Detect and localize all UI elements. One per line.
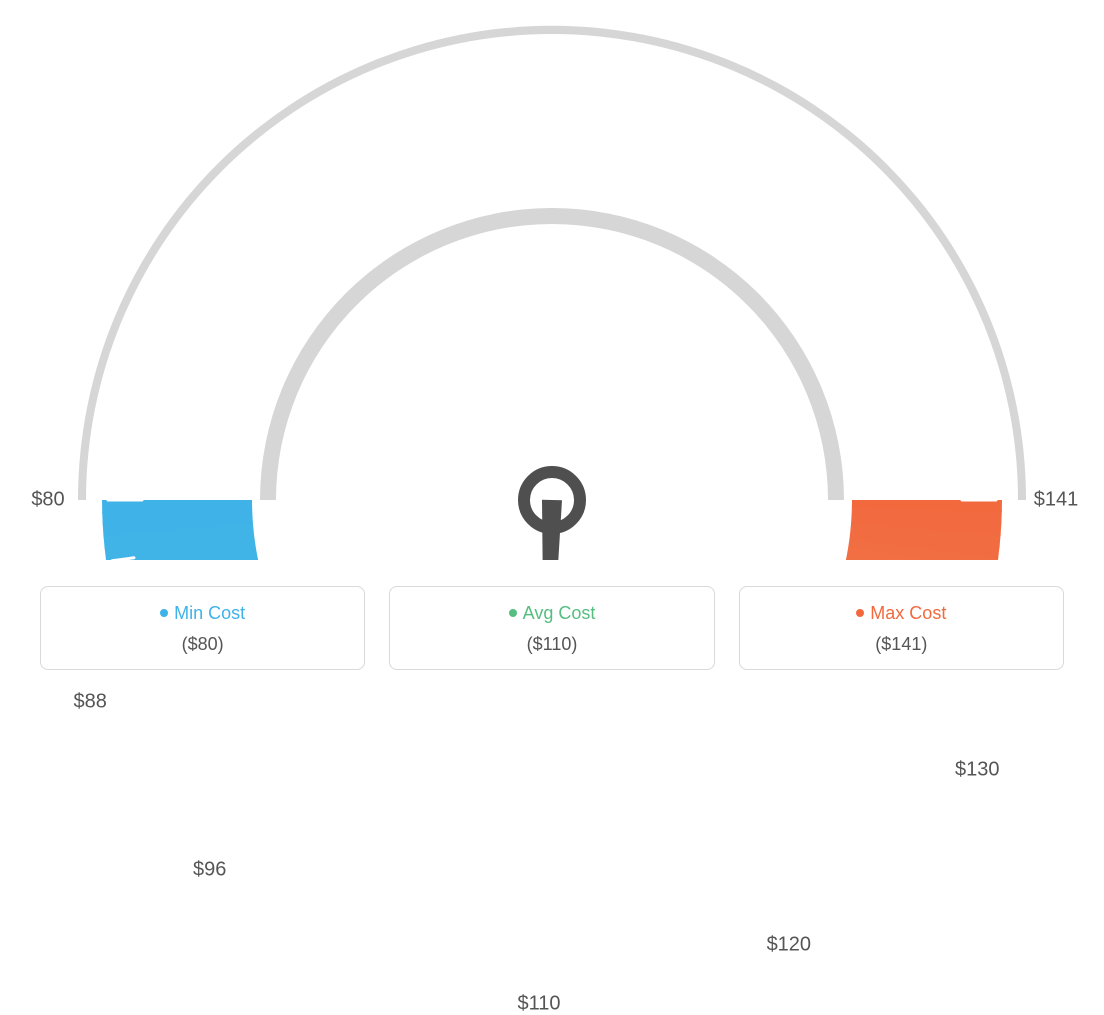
gauge-tick-label: $130 (955, 759, 1000, 782)
legend-title-avg: Avg Cost (400, 603, 703, 624)
legend-card-avg: Avg Cost ($110) (389, 586, 714, 670)
dot-icon (160, 609, 168, 617)
legend-title-max: Max Cost (750, 603, 1053, 624)
gauge-tick-label: $141 (1034, 489, 1079, 512)
legend-title-text: Min Cost (174, 603, 245, 623)
gauge-tick-label: $120 (767, 933, 812, 956)
legend-row: Min Cost ($80) Avg Cost ($110) Max Cost … (40, 586, 1064, 670)
dot-icon (856, 609, 864, 617)
legend-title-text: Max Cost (870, 603, 946, 623)
legend-card-min: Min Cost ($80) (40, 586, 365, 670)
legend-value-avg: ($110) (400, 634, 703, 655)
dot-icon (509, 609, 517, 617)
legend-card-max: Max Cost ($141) (739, 586, 1064, 670)
legend-value-min: ($80) (51, 634, 354, 655)
gauge-tick-label: $96 (193, 858, 226, 881)
gauge-tick-label: $80 (31, 489, 64, 512)
cost-gauge-container: $80$88$96$110$120$130$141 Min Cost ($80)… (0, 0, 1104, 690)
legend-value-max: ($141) (750, 634, 1053, 655)
legend-title-text: Avg Cost (523, 603, 596, 623)
gauge-chart: $80$88$96$110$120$130$141 (0, 0, 1104, 560)
gauge-tick-label: $88 (73, 690, 106, 713)
legend-title-min: Min Cost (51, 603, 354, 624)
gauge-tick-label: $110 (518, 992, 561, 1015)
